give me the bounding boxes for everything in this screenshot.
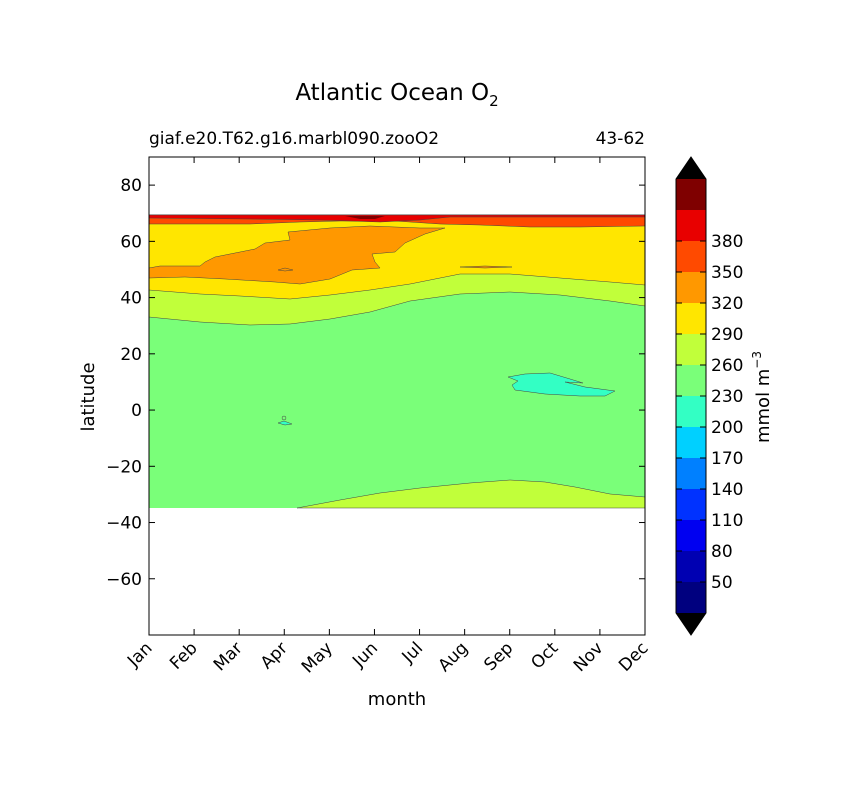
colorbar-segment [676, 520, 706, 551]
colorbar-segment [676, 179, 706, 210]
colorbar-segment [676, 582, 706, 613]
colorbar-outline [675, 156, 707, 636]
contour-fills [149, 214, 645, 509]
colorbar-tick-label: 170 [711, 449, 743, 469]
colorbar-tick-label: 50 [711, 573, 733, 593]
colorbar-extend-low [676, 613, 706, 635]
x-tick-label: Dec [615, 638, 652, 675]
colorbar-segment [676, 458, 706, 489]
colorbar-segment [676, 427, 706, 458]
contour-band-170-200-patch [507, 372, 616, 397]
colorbar-segment [676, 210, 706, 241]
colorbar-tick-label: 290 [711, 325, 743, 345]
y-axis-label: latitude [78, 362, 99, 431]
colorbar-tick-label: 110 [711, 511, 743, 531]
colorbar-segment [676, 272, 706, 303]
chart-title-subscript: 2 [489, 92, 499, 110]
colorbar-segment [676, 241, 706, 272]
y-tick-label: −20 [106, 457, 142, 477]
y-tick-label: 60 [120, 232, 142, 252]
plot-frame [148, 156, 646, 636]
contour-band-290-320-sliver [459, 265, 513, 269]
contour-band-380-410 [345, 216, 385, 219]
x-tick-label: Apr [257, 638, 292, 673]
chart-title-main: Atlantic Ocean O [295, 80, 489, 106]
contour-band-290-320-patch [277, 267, 294, 272]
colorbar-tick-label: 140 [711, 480, 743, 500]
plot-area: Jan Feb Mar Apr May Jun Jul Aug Sep Oct Nov Dec 80 6… [106, 156, 653, 677]
colorbar-tick-label: 260 [711, 356, 743, 376]
x-tick-label: Mar [210, 638, 247, 675]
contour-band-170-200-dot [277, 420, 293, 426]
x-tick-label: Sep [480, 638, 517, 675]
colorbar-tick-label: 80 [711, 542, 733, 562]
colorbar-segment [676, 303, 706, 334]
contour-band-290-320 [149, 225, 446, 285]
contour-band-350-380 [149, 214, 645, 223]
colorbar-label-superscript: −3 [750, 351, 764, 369]
y-tick-label: 0 [131, 401, 142, 421]
x-tick-label: Aug [435, 638, 473, 676]
chart-title: Atlantic Ocean O2 [295, 80, 498, 110]
y-tick-label: 40 [120, 289, 142, 309]
x-tick-label: Jul [398, 638, 427, 667]
chart-subtitle-right: 43-62 [596, 129, 645, 149]
x-axis-label: month [368, 689, 426, 710]
colorbar-segment [676, 396, 706, 427]
y-tick-label: −60 [106, 570, 142, 590]
colorbar-extend-high [676, 157, 706, 179]
x-tick-label: Oct [527, 638, 562, 673]
colorbar-label: mmol m−3 [750, 351, 774, 443]
colorbar-segment [676, 334, 706, 365]
chart-subtitle-left: giaf.e20.T62.g16.marbl090.zooO2 [149, 129, 439, 149]
x-tick-label: May [298, 638, 337, 677]
colorbar-tick-label: 380 [711, 232, 743, 252]
x-tick-label: Feb [166, 638, 201, 673]
y-tick-label: −40 [106, 514, 142, 534]
y-tick-label: 80 [120, 176, 142, 196]
x-tick-label: Nov [570, 638, 608, 676]
x-tick-label: Jun [348, 638, 382, 672]
colorbar: 50 80 110 140 170 200 230 260 290 320 350 380 [675, 156, 743, 636]
contour-band-230-260-south [296, 479, 645, 509]
contour-contour-dot [281, 415, 287, 421]
colorbar-tick-label: 230 [711, 387, 743, 407]
x-tick-label: Jan [123, 638, 156, 671]
colorbar-segment [676, 551, 706, 582]
colorbar-tick-label: 350 [711, 263, 743, 283]
colorbar-segment [676, 365, 706, 396]
colorbar-tick-label: 320 [711, 294, 743, 314]
colorbar-tick-label: 200 [711, 418, 743, 438]
colorbar-label-main: mmol m [753, 369, 774, 443]
y-axis-ticks: 80 60 40 20 0 −20 −40 −60 [106, 176, 645, 590]
colorbar-segment [676, 489, 706, 520]
y-tick-label: 20 [120, 345, 142, 365]
